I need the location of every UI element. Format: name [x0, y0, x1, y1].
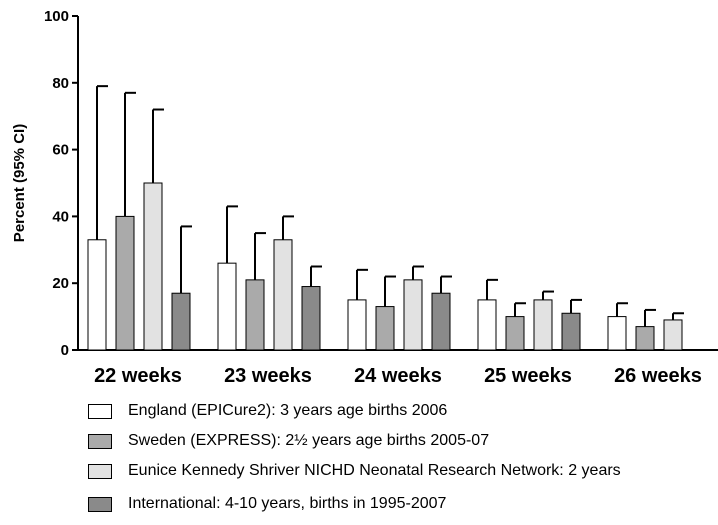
x-category-label: 24 weeks [354, 365, 442, 387]
legend-label: Eunice Kennedy Shriver NICHD Neonatal Re… [128, 462, 621, 479]
y-tick-label: 100 [44, 8, 69, 25]
bar [375, 306, 395, 351]
y-axis-title: Percent (95% CI) [11, 124, 28, 242]
legend-item: Eunice Kennedy Shriver NICHD Neonatal Re… [88, 461, 621, 481]
legend-item: England (EPICure2): 3 years age births 2… [88, 401, 447, 421]
legend-swatch [88, 496, 112, 512]
y-tick-label: 0 [61, 342, 69, 359]
y-tick-label: 80 [52, 75, 69, 92]
legend-item: International: 4-10 years, births in 199… [88, 494, 446, 514]
y-tick-label: 40 [52, 208, 69, 225]
y-tick-label: 60 [52, 142, 69, 159]
bar [505, 316, 525, 351]
bar [301, 286, 321, 351]
bar [635, 326, 655, 351]
legend-swatch [88, 433, 112, 449]
legend-label: Sweden (EXPRESS): 2½ years age births 20… [128, 432, 490, 449]
legend-item: Sweden (EXPRESS): 2½ years age births 20… [88, 431, 489, 451]
bar [431, 292, 451, 351]
bar [245, 279, 265, 351]
bar [403, 279, 423, 351]
bar [607, 316, 627, 351]
bar [561, 312, 581, 351]
x-category-label: 25 weeks [484, 365, 572, 387]
bar [663, 319, 683, 351]
x-category-label: 23 weeks [224, 365, 312, 387]
x-category-label: 26 weeks [614, 365, 702, 387]
legend-label: England (EPICure2): 3 years age births 2… [128, 402, 448, 419]
bar [115, 215, 135, 351]
bar-chart: 0 20 40 60 80 100 Percent (95% CI) 22 weeks 23 w… [11, 8, 718, 387]
bar [273, 239, 293, 351]
x-category-label: 22 weeks [94, 365, 182, 387]
bar [143, 182, 163, 351]
bar [533, 299, 553, 351]
bar [477, 299, 497, 351]
legend-swatch [88, 463, 112, 479]
bar [87, 239, 107, 351]
bar [217, 262, 237, 351]
y-tick-label: 20 [52, 275, 69, 292]
legend-label: International: 4-10 years, births in 199… [128, 495, 447, 512]
bar [347, 299, 367, 351]
bar [171, 292, 191, 351]
legend-swatch [88, 403, 112, 419]
